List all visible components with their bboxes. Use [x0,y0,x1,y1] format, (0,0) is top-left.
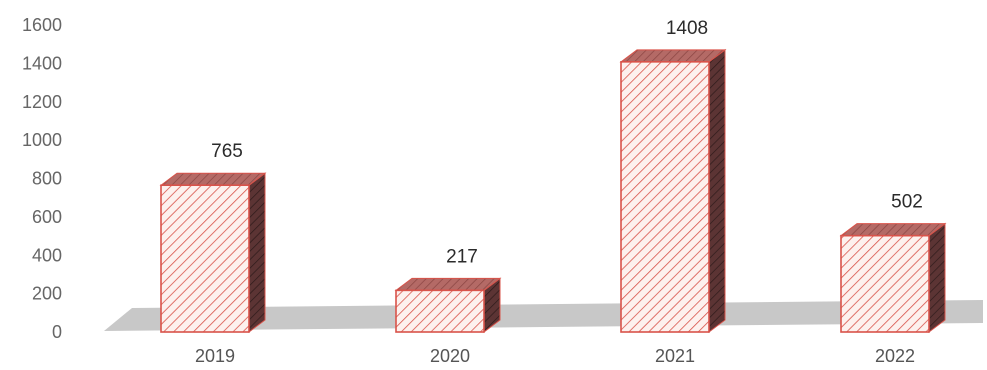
bar-side-face [928,222,946,333]
data-label: 1408 [666,18,708,39]
y-tick-label: 1000 [22,130,62,150]
x-tick-label: 2019 [195,346,235,366]
bar-2022: 502 [839,192,947,333]
bar-top-face [159,172,267,186]
bar-front-face [620,61,710,333]
data-label: 502 [891,192,923,213]
bars: 765 217 1408 502 [159,18,947,333]
y-tick-label: 800 [32,169,62,189]
bar-top-face [839,223,947,237]
bar-top-face [394,277,502,291]
y-tick-label: 0 [52,322,62,342]
x-tick-label: 2022 [875,346,915,366]
y-tick-label: 400 [32,245,62,265]
y-axis: 0 200 400 600 800 1000 1200 1400 1600 [22,15,62,342]
y-tick-label: 600 [32,207,62,227]
y-tick-label: 1600 [22,15,62,35]
bar-2021: 1408 [619,18,727,333]
bar-side-face [248,172,266,333]
data-label: 765 [211,141,243,162]
bar-top-face [619,49,727,63]
x-tick-label: 2021 [655,346,695,366]
bar-2020: 217 [394,246,502,333]
bar-front-face [395,289,485,333]
x-tick-label: 2020 [430,346,470,366]
bar-side-face [708,48,726,333]
data-label: 217 [446,246,478,267]
x-axis: 2019 2020 2021 2022 [195,346,915,366]
chart-floor [104,300,983,331]
bar-front-face [840,234,930,333]
bar-front-face [160,184,250,333]
y-tick-label: 1400 [22,53,62,73]
y-tick-label: 1200 [22,92,62,112]
bar-2019: 765 [159,141,267,333]
y-tick-label: 200 [32,284,62,304]
